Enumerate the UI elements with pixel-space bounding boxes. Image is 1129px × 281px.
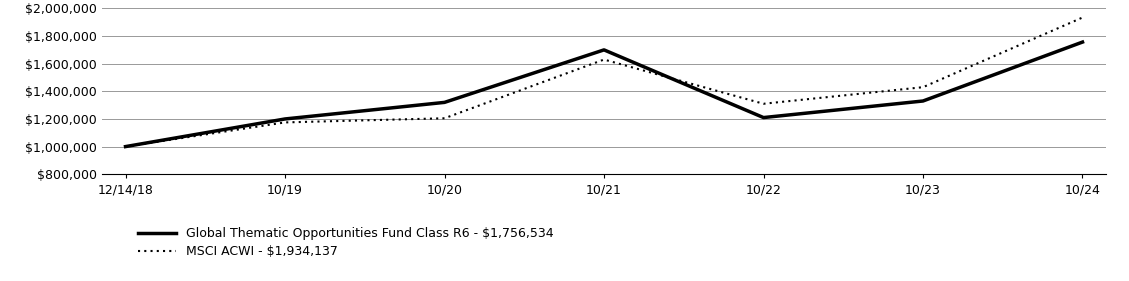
Legend: Global Thematic Opportunities Fund Class R6 - $1,756,534, MSCI ACWI - $1,934,137: Global Thematic Opportunities Fund Class…	[138, 227, 553, 258]
